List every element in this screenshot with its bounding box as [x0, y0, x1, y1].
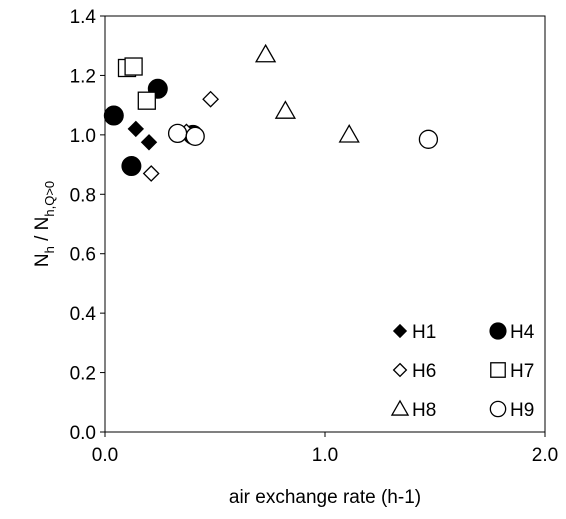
legend-label: H7	[510, 361, 534, 382]
plot-area-frame	[104, 15, 546, 433]
x-axis-title: air exchange rate (h-1)	[229, 487, 421, 508]
series-h7	[117, 57, 156, 110]
data-point-h1	[127, 120, 145, 138]
legend-marker-h6	[392, 362, 408, 378]
data-point-h9	[167, 123, 188, 144]
x-tick-label: 2.0	[532, 445, 558, 466]
y-tick-label: 1.2	[70, 66, 96, 87]
data-point-h6	[142, 165, 160, 182]
y-tick-label: 0.4	[70, 304, 97, 325]
legend-entry-h9: H9	[489, 400, 534, 421]
legend-label: H4	[510, 322, 535, 343]
data-point-h4	[121, 156, 142, 177]
legend-entry-h6: H6	[392, 361, 436, 382]
data-point-h6	[202, 90, 220, 108]
y-tick-label: 1.4	[70, 7, 97, 28]
data-point-h9	[418, 129, 439, 149]
x-tick-label: 1.0	[312, 445, 338, 466]
y-tick-label: 0.2	[70, 364, 96, 385]
series-h8	[254, 43, 360, 143]
legend-marker-h9	[489, 400, 507, 418]
legend-label: H8	[412, 400, 436, 421]
legend-entry-h7: H7	[490, 361, 534, 382]
legend-marker-h1	[392, 323, 408, 339]
y-axis-title-sub1: h	[42, 246, 57, 253]
legend-label: H9	[510, 400, 534, 421]
data-point-h9	[185, 126, 205, 146]
axis-ticks: 0.0 0.2 0.4 0.6 0.8 1.0 1.2 1.4 0.0 1.0 2.0	[70, 7, 559, 466]
data-point-h7	[137, 91, 156, 110]
data-point-h1	[140, 134, 158, 151]
data-point-h8	[338, 124, 360, 143]
legend-entry-h4: H4	[489, 322, 535, 343]
data-point-h8	[254, 43, 277, 63]
legend-label: H1	[412, 322, 436, 343]
data-point-h4	[103, 105, 124, 126]
legend-marker-h4	[489, 322, 507, 340]
y-tick-label: 0.0	[70, 423, 96, 444]
y-axis-title-sub2: h,Q>0	[42, 181, 57, 217]
y-tick-label: 0.8	[70, 185, 96, 206]
data-point-h7	[124, 57, 143, 76]
y-tick-label: 1.0	[70, 126, 96, 147]
legend-entry-h8: H8	[390, 399, 436, 421]
data-point-h8	[274, 100, 297, 119]
legend-marker-h7	[490, 362, 506, 378]
series-h9	[167, 123, 439, 149]
legend-label: H6	[412, 361, 436, 382]
y-axis-title-main: N	[32, 253, 53, 267]
legend: H1 H4 H6 H7 H8 H9	[390, 322, 535, 421]
y-tick-label: 0.6	[70, 245, 96, 266]
x-tick-label: 0.0	[92, 445, 118, 466]
y-axis-title-sep: / N	[32, 217, 53, 247]
data-points	[103, 43, 439, 182]
y-axis-title: Nh / Nh,Q>0	[32, 181, 57, 267]
legend-entry-h1: H1	[392, 322, 436, 343]
legend-marker-h8	[390, 399, 410, 416]
